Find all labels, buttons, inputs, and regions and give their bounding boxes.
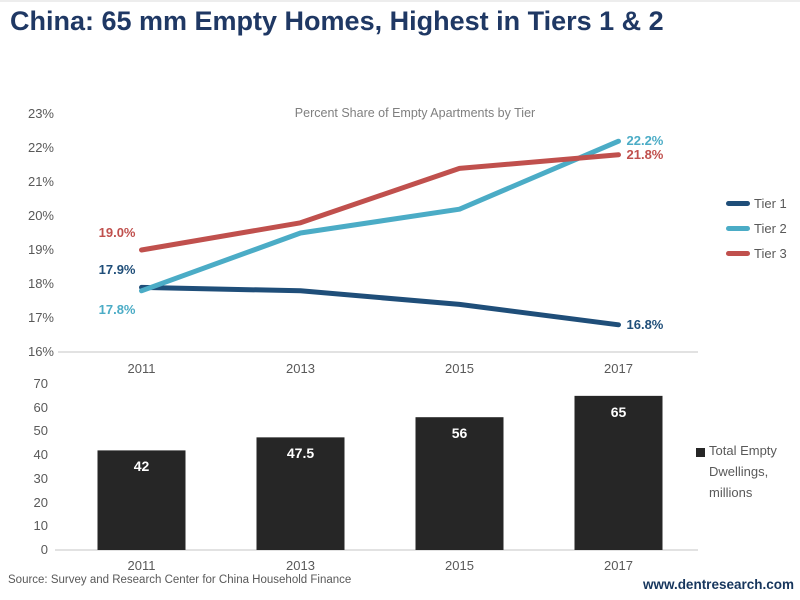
line-chart-title: Percent Share of Empty Apartments by Tie… bbox=[294, 106, 536, 120]
top-border bbox=[0, 0, 800, 2]
website-link: www.dentresearch.com bbox=[642, 577, 794, 592]
line-xtick-2013: 2013 bbox=[286, 361, 315, 376]
legend-swatch-tier-2 bbox=[726, 225, 750, 231]
line-xtick-2015: 2015 bbox=[445, 361, 474, 376]
bar-xtick-2017: 2017 bbox=[604, 558, 633, 573]
bar-2015 bbox=[415, 417, 504, 550]
line-ytick-18%: 18% bbox=[27, 276, 54, 291]
bar-ytick-0: 0 bbox=[40, 542, 48, 557]
first-point-label-tier-1: 17.9% bbox=[98, 262, 136, 278]
bar-2017 bbox=[574, 395, 663, 550]
line-ytick-21%: 21% bbox=[27, 174, 54, 189]
legend-item-tier-3: Tier 3 bbox=[726, 245, 787, 263]
bar-2013 bbox=[256, 437, 345, 550]
bar-xtick-2015: 2015 bbox=[445, 558, 474, 573]
last-point-label-tier-2: 22.2% bbox=[626, 133, 664, 149]
bar-ytick-20: 20 bbox=[33, 494, 48, 510]
line-xtick-2011: 2011 bbox=[127, 361, 156, 376]
bar-value-label-2013: 47.5 bbox=[286, 445, 315, 462]
line-ytick-19%: 19% bbox=[27, 242, 54, 257]
page-title: China: 65 mm Empty Homes, Highest in Tie… bbox=[10, 6, 664, 36]
line-ytick-20%: 20% bbox=[27, 208, 54, 223]
first-point-label-tier-3: 19.0% bbox=[98, 225, 136, 240]
line-ytick-22%: 22% bbox=[27, 140, 54, 155]
source-text: Source: Survey and Research Center for C… bbox=[8, 574, 352, 586]
legend-item-tier-2: Tier 2 bbox=[726, 220, 787, 238]
last-point-label-tier-3: 21.8% bbox=[626, 146, 664, 162]
bar-value-label-2017: 65 bbox=[610, 403, 627, 420]
legend-label: Tier 3 bbox=[754, 246, 787, 261]
legend-item-tier-1: Tier 1 bbox=[726, 195, 787, 213]
legend-label: Tier 1 bbox=[754, 196, 787, 211]
line-ytick-17%: 17% bbox=[27, 310, 54, 325]
first-point-label-tier-2: 17.8% bbox=[98, 301, 136, 317]
bar-ytick-70: 70 bbox=[33, 376, 48, 391]
bar-ytick-40: 40 bbox=[33, 447, 48, 463]
legend-swatch-tier-3 bbox=[726, 250, 750, 256]
bar-xtick-2011: 2011 bbox=[127, 558, 156, 573]
bar-legend-swatch bbox=[696, 448, 705, 457]
bar-value-label-2015: 56 bbox=[451, 425, 468, 442]
legend-swatch-tier-1 bbox=[726, 200, 750, 206]
line-series-tier-3 bbox=[139, 152, 621, 253]
bar-value-label-2011: 42 bbox=[133, 458, 150, 475]
bar-ytick-60: 60 bbox=[33, 399, 48, 415]
bar-ytick-50: 50 bbox=[33, 423, 48, 439]
bar-ytick-30: 30 bbox=[33, 470, 48, 486]
line-series-tier-2 bbox=[139, 138, 621, 294]
line-ytick-23%: 23% bbox=[27, 106, 54, 121]
bar-ytick-10: 10 bbox=[33, 518, 48, 534]
line-ytick-16%: 16% bbox=[27, 344, 54, 359]
bar-legend-label: Total Empty Dwellings, millions bbox=[709, 443, 777, 500]
line-xtick-2017: 2017 bbox=[604, 361, 633, 376]
legend-label: Tier 2 bbox=[754, 221, 787, 236]
last-point-label-tier-1: 16.8% bbox=[626, 316, 664, 332]
line-series-tier-1 bbox=[139, 284, 621, 328]
bar-2011 bbox=[97, 450, 186, 550]
bar-xtick-2013: 2013 bbox=[286, 558, 315, 573]
